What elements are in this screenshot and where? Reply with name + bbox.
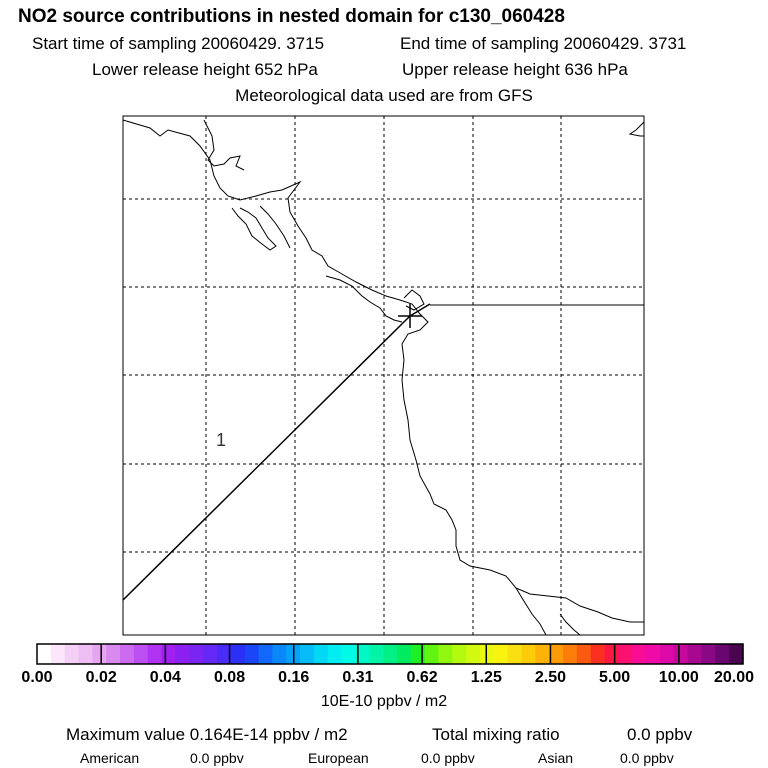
colorbar-cell (64, 644, 80, 664)
colorbar-cell (120, 644, 135, 664)
colorbar-cell (673, 644, 689, 664)
colorbar-cell (50, 644, 66, 664)
colorbar-cell (230, 644, 246, 664)
colorbar-cell (604, 644, 620, 664)
american-value: 0.0 ppbv (190, 750, 244, 766)
colorbar-cell (272, 644, 287, 664)
colorbar-tick-label: 0.04 (149, 669, 181, 686)
colorbar-cell (493, 644, 509, 664)
colorbar-cell (161, 644, 177, 664)
colorbar-cell (729, 644, 744, 664)
grid-lines (123, 116, 644, 635)
colorbar-cell (355, 644, 370, 664)
colorbar-cells (37, 644, 744, 664)
colorbar-tick-label: 0.02 (85, 669, 117, 686)
colorbar-cell (438, 644, 453, 664)
colorbar-cell (78, 644, 93, 664)
asian-value: 0.0 ppbv (620, 750, 674, 766)
colorbar-cell (341, 644, 356, 664)
asian-label: Asian (538, 750, 574, 766)
colorbar-tick-label: 2.50 (534, 669, 567, 686)
colorbar-cell (244, 644, 260, 664)
colorbar-tick-label: 10.00 (658, 669, 699, 686)
colorbar-cell (327, 644, 343, 664)
met-data-source: Meteorological data used are from GFS (235, 86, 533, 105)
colorbar-cell (687, 644, 703, 664)
colorbar-ticks (100, 644, 680, 664)
american-label: American (80, 750, 140, 766)
start-time: Start time of sampling 20060429. 3715 (32, 34, 325, 53)
map-panel: 1 (122, 115, 645, 636)
trajectory-path (122, 315, 411, 601)
colorbar-tick-label: 0.00 (21, 669, 53, 686)
colorbar-cell (563, 644, 578, 664)
lower-release-height: Lower release height 652 hPa (92, 60, 318, 79)
colorbar-cell (466, 644, 481, 664)
colorbar-cell (383, 644, 398, 664)
colorbar-cell (549, 644, 564, 664)
colorbar-cell (715, 644, 730, 664)
european-value: 0.0 ppbv (421, 750, 475, 766)
colorbar-cell (479, 644, 495, 664)
colorbar-cell (507, 644, 523, 664)
colorbar-tick-label: 20.00 (713, 669, 755, 686)
colorbar-cell (535, 644, 550, 664)
colorbar-cell (203, 644, 218, 664)
colorbar-cell (576, 644, 592, 664)
colorbar-cell (410, 644, 426, 664)
total-mixing-ratio-label: Total mixing ratio (432, 725, 560, 744)
colorbar-cell (175, 644, 190, 664)
colorbar-cell (521, 644, 536, 664)
colorbar-cell (632, 644, 647, 664)
colorbar-cell (37, 644, 52, 664)
colorbar-tick-label: 0.62 (406, 669, 438, 686)
colorbar-cell (300, 644, 315, 664)
upper-release-height: Upper release height 636 hPa (402, 60, 628, 79)
total-mixing-ratio-value: 0.0 ppbv (627, 725, 693, 744)
colorbar-tick-label: 1.25 (470, 669, 502, 686)
colorbar-cell (313, 644, 329, 664)
colorbar-cell (92, 644, 107, 664)
trajectory (122, 303, 644, 601)
colorbar-cell (701, 644, 716, 664)
colorbar-tick-label: 0.08 (213, 669, 246, 686)
colorbar-cell (133, 644, 149, 664)
map-title: NO2 source contributions in nested domai… (18, 6, 565, 27)
colorbar-cell (216, 644, 232, 664)
end-time: End time of sampling 20060429. 3731 (400, 34, 687, 53)
colorbar (36, 643, 744, 665)
colorbar-cell (396, 644, 412, 664)
colorbar-frame (36, 643, 744, 665)
colorbar-cell (646, 644, 661, 664)
colorbar-cell (590, 644, 606, 664)
colorbar-tick-label: 5.00 (599, 669, 631, 686)
colorbar-cell (189, 644, 204, 664)
coastline (122, 119, 645, 636)
colorbar-cell (106, 644, 121, 664)
trajectory-segment (409, 303, 431, 317)
colorbar-tick-label: 0.16 (278, 669, 310, 686)
colorbar-cell (424, 644, 440, 664)
colorbar-cell (452, 644, 467, 664)
colorbar-cell (147, 644, 163, 664)
colorbar-cell (258, 644, 273, 664)
trajectory-label: 1 (216, 430, 226, 450)
colorbar-cell (618, 644, 633, 664)
maximum-value: Maximum value 0.164E-14 ppbv / m2 (66, 725, 348, 744)
colorbar-cell (369, 644, 384, 664)
european-label: European (308, 750, 369, 766)
colorbar-tick-label: 0.31 (342, 669, 374, 686)
colorbar-cell (659, 644, 675, 664)
colorbar-units: 10E-10 ppbv / m2 (320, 693, 448, 710)
